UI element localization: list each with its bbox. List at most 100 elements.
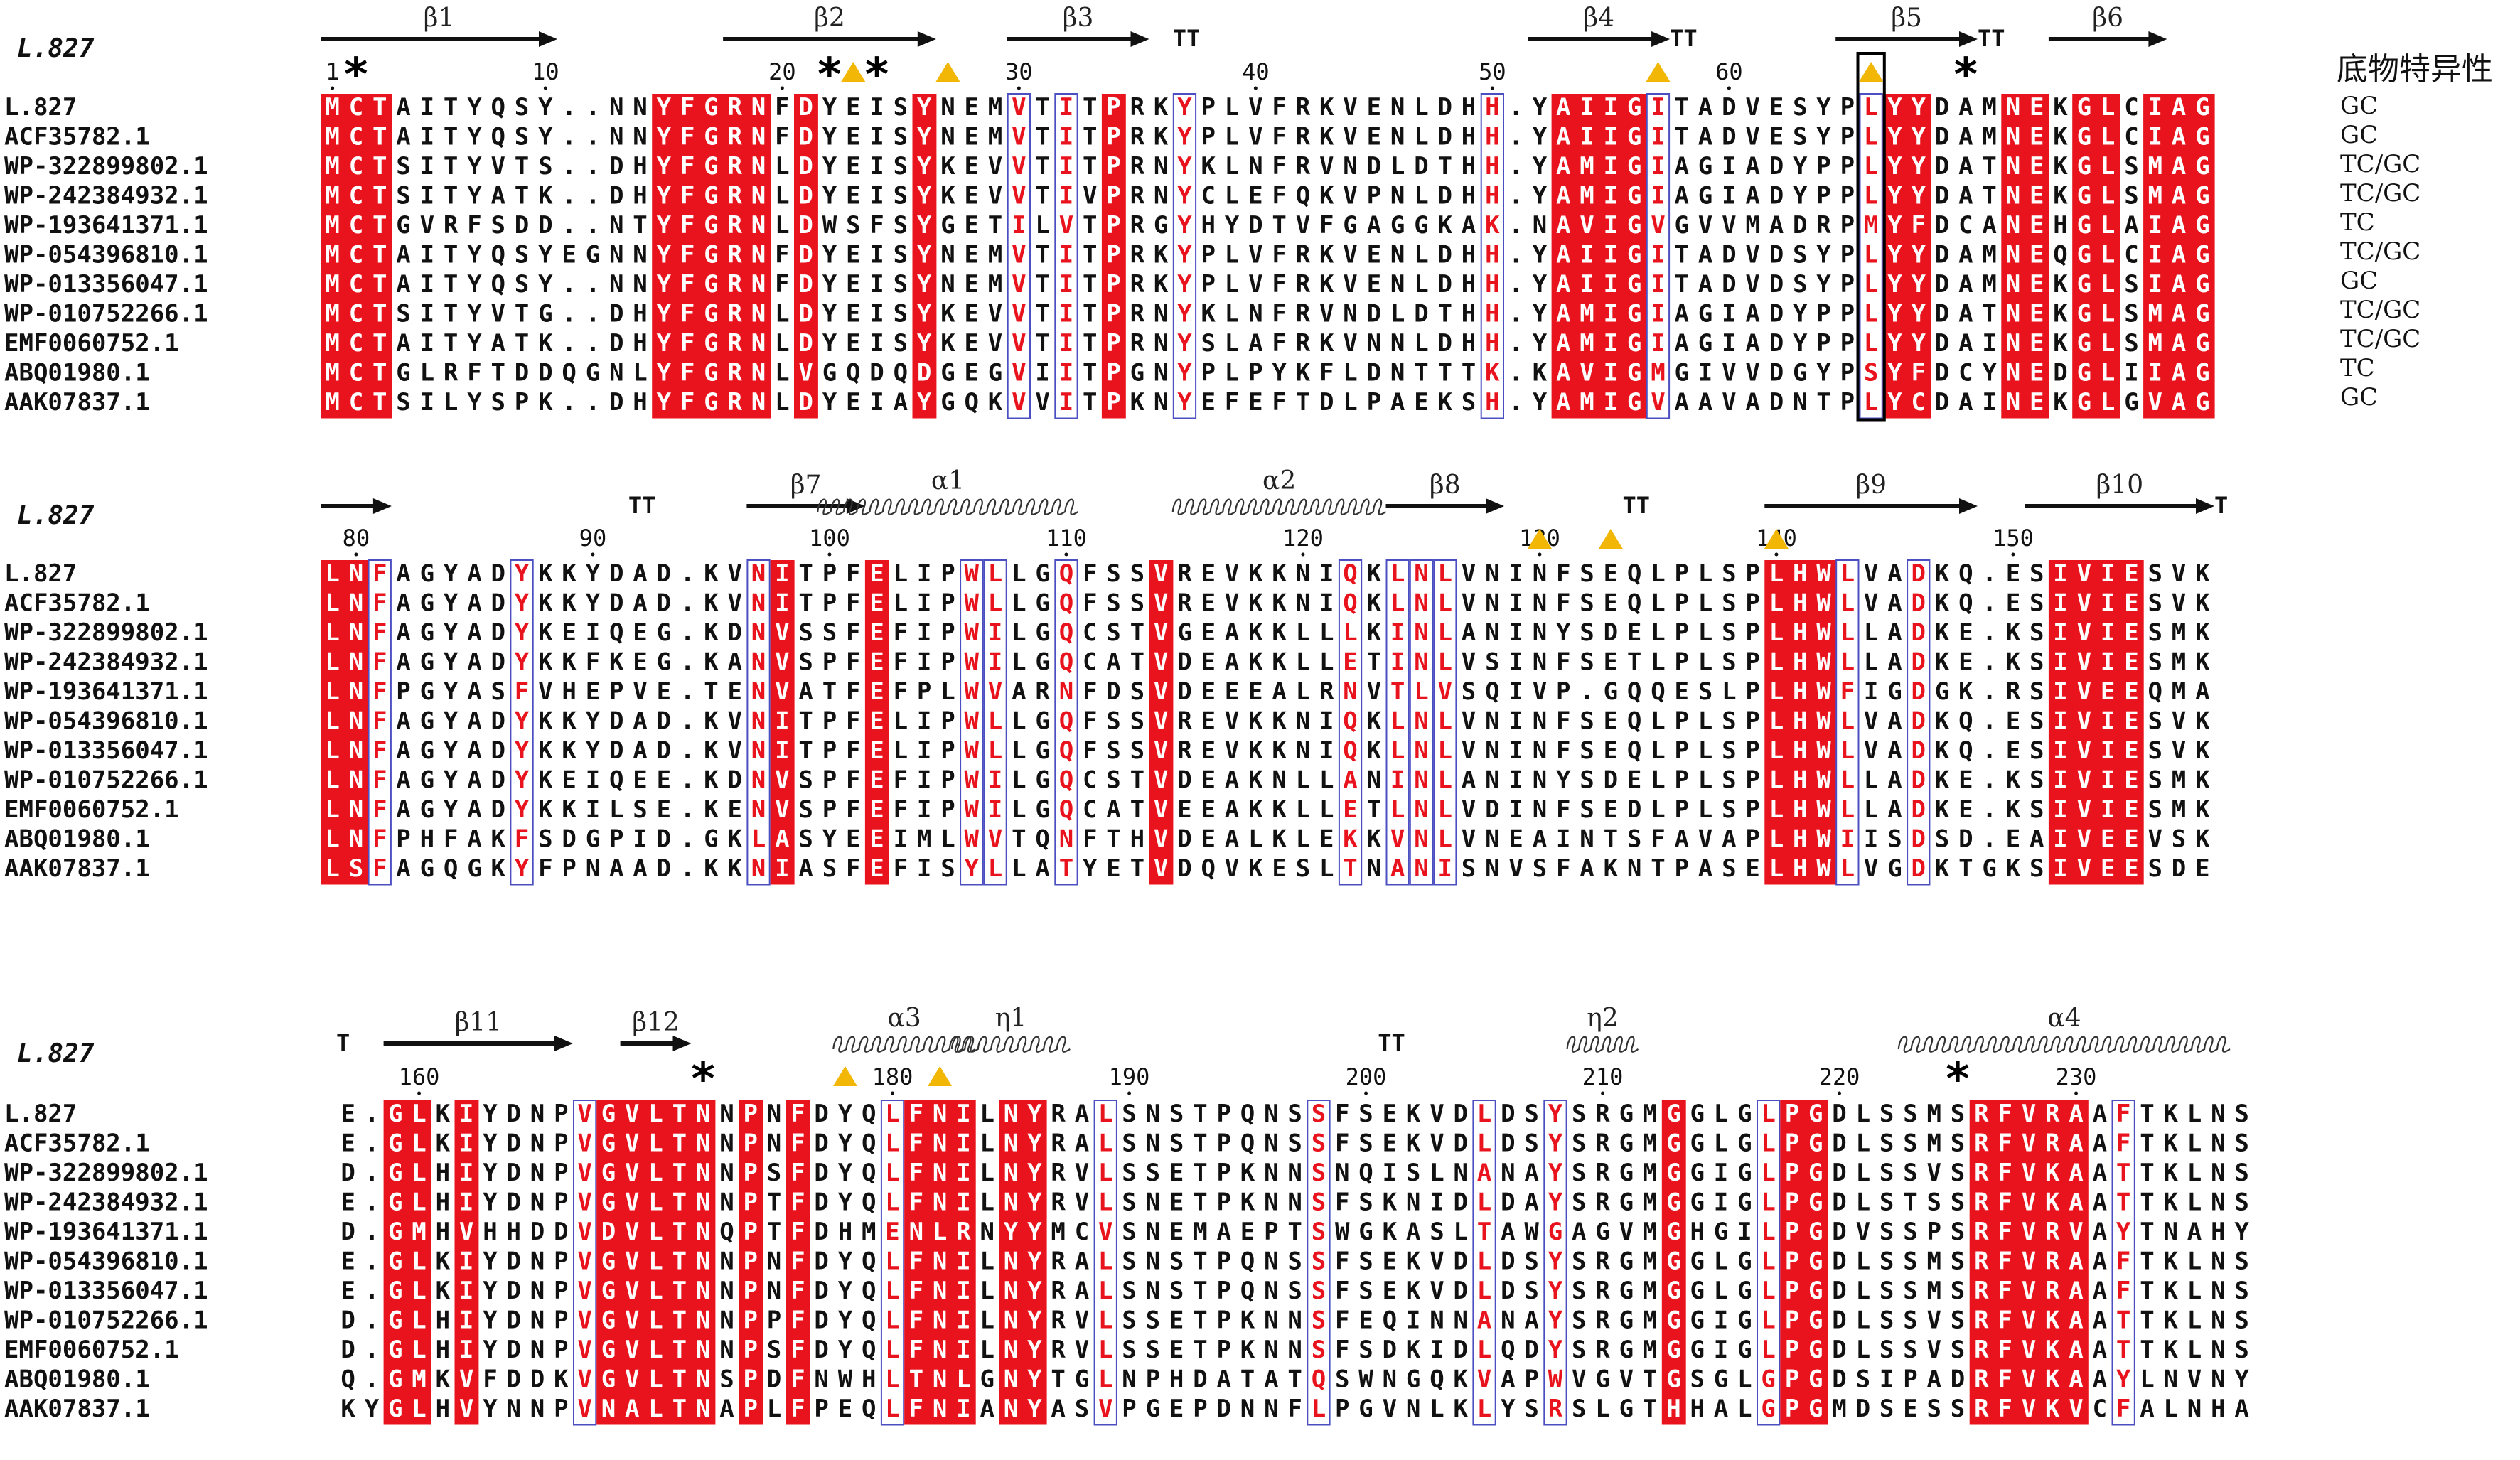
- residue: G: [601, 1277, 616, 1305]
- residue: L: [1430, 1159, 1444, 1187]
- residue: T: [672, 1395, 687, 1423]
- residue: L: [1864, 388, 1878, 417]
- residue: S: [1358, 1247, 1373, 1276]
- star-marker: *: [343, 49, 370, 102]
- residue: N: [719, 1247, 734, 1276]
- residue: S: [2148, 559, 2162, 588]
- residue: E: [2006, 825, 2020, 854]
- residue: A: [1225, 825, 1239, 854]
- residue: G: [538, 300, 552, 328]
- residue: S: [1287, 1100, 1302, 1128]
- residue: N: [1533, 707, 1547, 736]
- residue: K: [1935, 618, 1950, 647]
- residue: P: [1840, 211, 1855, 240]
- residue: Q: [1201, 854, 1216, 883]
- position-dot: [1017, 86, 1021, 90]
- residue: S: [1903, 1129, 1917, 1158]
- residue: S: [396, 388, 410, 417]
- residue: G: [1690, 1129, 1705, 1158]
- residue: P: [554, 1188, 568, 1217]
- residue: N: [751, 736, 766, 765]
- residue: N: [751, 93, 766, 122]
- residue: T: [1675, 123, 1689, 151]
- residue: N: [1296, 707, 1310, 736]
- residue: D: [530, 1218, 545, 1246]
- residue: P: [744, 1159, 758, 1187]
- residue: M: [2172, 648, 2186, 677]
- residue: L: [980, 1188, 994, 1217]
- residue: D: [814, 1277, 828, 1305]
- residue: K: [988, 388, 1003, 417]
- residue: L: [1012, 795, 1026, 824]
- residue: V: [1722, 388, 1736, 417]
- residue: N: [349, 677, 363, 706]
- residue: I: [1651, 270, 1665, 299]
- residue: D: [1769, 241, 1784, 269]
- similar-column-box: [1054, 559, 1078, 886]
- residue: Q: [1627, 559, 1641, 588]
- residue: V: [1477, 1365, 1491, 1394]
- residue: A: [1887, 766, 1902, 795]
- residue: Q: [1240, 1277, 1255, 1305]
- residue: N: [2211, 1159, 2225, 1187]
- residue: S: [2030, 618, 2044, 647]
- residue: V: [625, 1306, 639, 1335]
- residue: V: [1745, 270, 1759, 299]
- residue: K: [1272, 736, 1287, 765]
- residue: L: [412, 1277, 426, 1305]
- residue: D: [2053, 359, 2067, 387]
- residue: I: [2148, 211, 2162, 240]
- strand-label: β8: [1430, 471, 1461, 500]
- residue: N: [751, 559, 766, 588]
- residue: L: [1390, 795, 1405, 824]
- residue: P: [1903, 1365, 1917, 1394]
- residue: R: [1051, 1306, 1066, 1335]
- residue: A: [467, 825, 481, 854]
- residue: F: [2116, 1395, 2130, 1423]
- residue: A: [396, 618, 410, 647]
- residue: E: [1201, 559, 1216, 588]
- residue: T: [1414, 359, 1428, 387]
- residue: Y: [1556, 766, 1571, 795]
- residue: L: [988, 589, 1002, 618]
- residue: R: [1974, 1277, 1989, 1305]
- residue: I: [420, 123, 434, 151]
- residue: F: [680, 359, 695, 387]
- residue: N: [719, 1306, 734, 1335]
- residue: D: [1454, 1100, 1468, 1128]
- residue: I: [869, 300, 884, 328]
- residue: D: [1912, 589, 1926, 618]
- residue: K: [2053, 329, 2068, 358]
- residue: N: [1264, 1277, 1278, 1305]
- triangle-marker: [935, 62, 960, 82]
- residue: H: [1793, 825, 1807, 854]
- residue: S: [1793, 123, 1807, 151]
- residue: W: [1816, 736, 1831, 765]
- residue: .: [365, 1336, 379, 1364]
- helix-label: η2: [1587, 1004, 1618, 1033]
- residue: G: [420, 648, 434, 677]
- residue: R: [1130, 300, 1145, 328]
- residue: G: [420, 766, 434, 795]
- residue: Y: [1027, 1395, 1042, 1423]
- identical-column-bg: [746, 94, 771, 419]
- residue: W: [1816, 825, 1831, 854]
- residue: D: [814, 1218, 828, 1246]
- residue: S: [538, 152, 552, 181]
- residue: H: [483, 1218, 497, 1246]
- residue: K: [1248, 618, 1263, 647]
- residue: .: [1982, 736, 1996, 765]
- residue: T: [1675, 270, 1689, 299]
- position-number: 110: [1046, 525, 1087, 552]
- residue: P: [1785, 1188, 1799, 1217]
- residue: E: [846, 182, 860, 210]
- residue: V: [988, 825, 1002, 854]
- residue: R: [1177, 707, 1192, 736]
- helix-coil: [950, 1036, 1071, 1053]
- catalytic-residue-frame: [1856, 52, 1886, 422]
- residue: L: [1414, 182, 1428, 210]
- residue: N: [696, 1129, 710, 1158]
- residue: L: [1477, 1336, 1491, 1364]
- residue: N: [719, 1100, 734, 1128]
- residue: S: [1880, 1188, 1894, 1217]
